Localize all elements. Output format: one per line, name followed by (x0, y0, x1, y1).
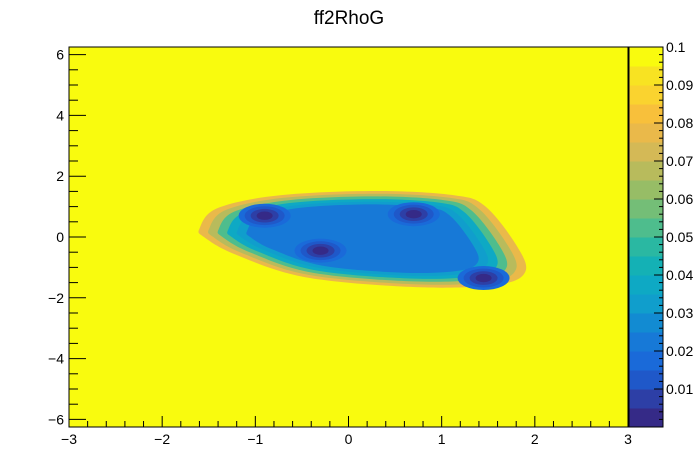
palette-band (629, 161, 663, 181)
contour-minimum (312, 246, 329, 255)
palette-band (629, 104, 663, 124)
x-tick-label: 2 (531, 431, 539, 447)
palette-band (629, 237, 663, 257)
contour-layer (188, 188, 536, 291)
palette-band (629, 199, 663, 219)
y-tick-label: −4 (48, 351, 64, 367)
z-tick-label: 0.06 (666, 191, 693, 207)
x-tick-label: 3 (624, 431, 632, 447)
chart-title: ff2RhoG (314, 8, 384, 29)
x-tick-label: −1 (247, 431, 263, 447)
contour-minimum (405, 210, 422, 219)
palette-band (629, 370, 663, 390)
y-tick-label: −6 (48, 411, 64, 427)
z-axis: 0.01 0.02 0.03 0.04 0.05 0.06 0.07 0.08 0.09 0.1 (654, 39, 693, 428)
color-palette (628, 46, 664, 428)
palette-band (629, 142, 663, 162)
z-tick-label: 0.02 (666, 343, 693, 359)
z-tick-label: 0.04 (666, 267, 693, 283)
palette-band (629, 123, 663, 143)
z-tick-label: 0.05 (666, 229, 693, 245)
palette-band (629, 275, 663, 295)
palette-band (629, 66, 663, 86)
y-tick-label: 2 (56, 168, 64, 184)
palette-band (629, 332, 663, 352)
x-tick-label: −3 (61, 431, 77, 447)
contour-minimum (475, 273, 492, 283)
z-tick-label: 0.1 (666, 39, 686, 55)
palette-band (629, 85, 663, 105)
contour-minimum (256, 211, 273, 220)
palette-band (629, 180, 663, 200)
z-tick-label: 0.07 (666, 153, 693, 169)
palette-band (629, 256, 663, 276)
z-tick-label: 0.01 (666, 381, 693, 397)
y-tick-label: 4 (56, 107, 64, 123)
x-axis: −3 −2 −1 0 1 2 3 (61, 416, 632, 447)
x-tick-label: 1 (438, 431, 446, 447)
palette-band (629, 47, 663, 67)
y-tick-label: −2 (48, 290, 64, 306)
z-tick-label: 0.09 (666, 77, 693, 93)
y-tick-label: 6 (56, 47, 64, 63)
y-tick-label: 0 (56, 229, 64, 245)
palette-band (629, 389, 663, 409)
palette-band (629, 218, 663, 238)
z-tick-label: 0.03 (666, 305, 693, 321)
y-axis: −6 −4 −2 0 2 4 6 (48, 47, 86, 427)
palette-band (629, 313, 663, 333)
palette-band (629, 351, 663, 371)
x-tick-label: 0 (345, 431, 353, 447)
z-tick-label: 0.08 (666, 115, 693, 131)
x-tick-label: −2 (154, 431, 170, 447)
palette-band (629, 408, 663, 428)
palette-band (629, 294, 663, 314)
